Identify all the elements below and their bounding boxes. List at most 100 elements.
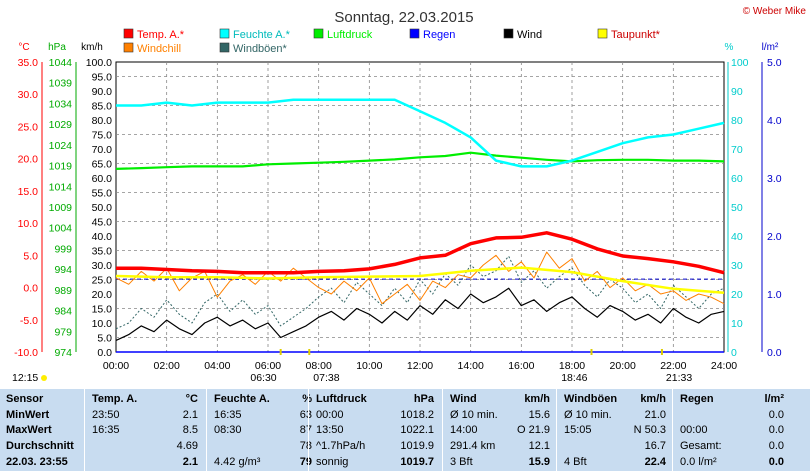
- pressure-tick-9: 999: [54, 243, 72, 255]
- stats-cell-value-0-3: 2.1: [182, 456, 198, 468]
- stats-col-header-4: Windböen: [564, 393, 618, 405]
- stats-cell-value-5-1: 0.0: [768, 424, 784, 436]
- series-line-4: [115, 251, 725, 305]
- x-tick-1: 02:00: [154, 360, 180, 372]
- x-tick-0: 00:00: [103, 360, 129, 372]
- series-line-1: [116, 98, 725, 168]
- humidity-tick-6: 40: [731, 231, 743, 243]
- stats-col-unit-5: l/m²: [764, 393, 784, 405]
- x-tick-2: 04:00: [204, 360, 230, 372]
- stats-cell-note-2-3: sonnig: [316, 456, 349, 468]
- legend-swatch-2: [313, 28, 324, 39]
- wind-tick-18: 10.0: [92, 318, 113, 330]
- legend-label-3: Regen: [423, 29, 455, 41]
- x-tick-4: 08:00: [306, 360, 332, 372]
- temp-tick-3: 20.0: [18, 154, 39, 166]
- weather-chart: Sonntag, 22.03.2015 © Weber Mike Temp. A…: [12, 6, 807, 384]
- stats-cell-note-1-1: 08:30: [214, 424, 242, 436]
- stats-cell-value-3-2: 12.1: [528, 440, 550, 452]
- legend: Temp. A.* Feuchte A.* Luftdruck Regen Wind Ta…: [123, 28, 661, 55]
- legend-label-0: Temp. A.*: [137, 29, 185, 41]
- stats-cell-value-0-1: 8.5: [182, 424, 198, 436]
- temp-axis-unit: °C: [18, 42, 29, 53]
- legend-swatch-4: [503, 28, 514, 39]
- temp-tick-1: 30.0: [18, 89, 39, 101]
- time-markers: 12:15 06:30 07:38 18:46 21:33: [12, 349, 692, 384]
- stats-cell-note-2-2: ^1.7hPa/h: [316, 440, 366, 452]
- wind-tick-0: 100.0: [86, 57, 112, 69]
- stats-cell-note-2-1: 13:50: [316, 424, 344, 436]
- chart-title: Sonntag, 22.03.2015: [334, 9, 473, 26]
- legend-label-6: Windchill: [137, 43, 181, 55]
- series-line-2: [115, 151, 725, 170]
- stats-row-label-1: MinWert: [6, 409, 50, 421]
- time-marker-1: 06:30: [250, 372, 276, 384]
- wind-tick-17: 15.0: [92, 304, 113, 316]
- wind-tick-14: 30.0: [92, 260, 113, 272]
- pressure-tick-13: 979: [54, 326, 72, 338]
- temp-tick-7: 0.0: [23, 283, 38, 295]
- rain-tick-1: 4.0: [767, 115, 782, 127]
- stats-col-header-1: Feuchte A.: [214, 393, 270, 405]
- humidity-tick-7: 30: [731, 260, 743, 272]
- stats-row-label-0: Sensor: [6, 393, 44, 405]
- stats-cell-note-0-1: 16:35: [92, 424, 120, 436]
- stats-cell-value-1-0: 63: [299, 409, 312, 421]
- stats-cell-value-2-3: 1019.7: [400, 456, 434, 468]
- stats-col-header-5: Regen: [680, 393, 714, 405]
- series-line-0: [116, 231, 725, 275]
- stats-cell-value-4-0: 21.0: [644, 409, 666, 421]
- x-tick-10: 20:00: [610, 360, 636, 372]
- stats-cell-note-1-0: 16:35: [214, 409, 242, 421]
- wind-tick-16: 20.0: [92, 289, 113, 301]
- axes: 35.0 30.0 25.0 20.0 15.0 10.0 5.0 0.0 -5.0 -10.0 1…: [14, 57, 782, 372]
- pressure-tick-1: 1039: [49, 78, 73, 90]
- pressure-tick-14: 974: [54, 347, 72, 359]
- stats-col-header-0: Temp. A.: [92, 393, 138, 405]
- legend-swatch-0: [123, 28, 134, 39]
- wind-tick-1: 95.0: [92, 72, 113, 84]
- legend-swatch-6: [123, 42, 134, 53]
- wind-tick-13: 35.0: [92, 246, 113, 258]
- stats-cell-note-1-3: 4.42 g/m³: [214, 456, 261, 468]
- legend-label-2: Luftdruck: [327, 29, 373, 41]
- stats-cell-value-1-3: 79: [299, 456, 312, 468]
- stats-col-separator-4: [556, 389, 557, 471]
- humidity-tick-2: 80: [731, 115, 743, 127]
- humidity-tick-3: 70: [731, 144, 743, 156]
- pressure-axis-unit: hPa: [48, 42, 66, 53]
- x-tick-3: 06:00: [255, 360, 281, 372]
- wind-tick-10: 50.0: [92, 202, 113, 214]
- stats-col-separator-3: [442, 389, 443, 471]
- stats-col-header-2: Luftdruck: [316, 393, 367, 405]
- humidity-tick-10: 0: [731, 347, 737, 359]
- humidity-tick-0: 100: [731, 57, 749, 69]
- x-tick-12: 24:00: [711, 360, 737, 372]
- temp-tick-6: 5.0: [23, 250, 38, 262]
- x-tick-7: 14:00: [458, 360, 484, 372]
- temp-tick-5: 10.0: [18, 218, 39, 230]
- wind-tick-20: 0.0: [97, 347, 112, 359]
- copyright-text: © Weber Mike: [743, 6, 807, 17]
- stats-cell-value-0-0: 2.1: [182, 409, 198, 421]
- stats-cell-note-3-3: 3 Bft: [450, 456, 473, 468]
- wind-tick-19: 5.0: [97, 333, 112, 345]
- sun-icon: [41, 375, 47, 381]
- stats-cell-value-4-2: 16.7: [644, 440, 666, 452]
- temp-tick-0: 35.0: [18, 57, 39, 69]
- stats-cell-value-2-0: 1018.2: [400, 409, 434, 421]
- stats-cell-note-5-2: Gesamt:: [680, 440, 722, 452]
- stats-cell-value-4-3: 22.4: [644, 456, 666, 468]
- time-marker-0: 12:15: [12, 372, 38, 384]
- wind-axis-unit: km/h: [81, 42, 103, 53]
- x-tick-5: 10:00: [356, 360, 382, 372]
- rain-tick-0: 5.0: [767, 57, 782, 69]
- stats-row-label-4: 22.03. 23:55: [6, 456, 68, 468]
- stats-col-unit-4: km/h: [640, 393, 666, 405]
- stats-cell-value-1-1: 87: [299, 424, 312, 436]
- stats-cell-value-2-2: 1019.9: [400, 440, 434, 452]
- pressure-tick-10: 994: [54, 264, 72, 276]
- x-tick-11: 22:00: [660, 360, 686, 372]
- legend-label-7: Windböen*: [233, 43, 288, 55]
- stats-cell-note-3-0: Ø 10 min.: [450, 409, 498, 421]
